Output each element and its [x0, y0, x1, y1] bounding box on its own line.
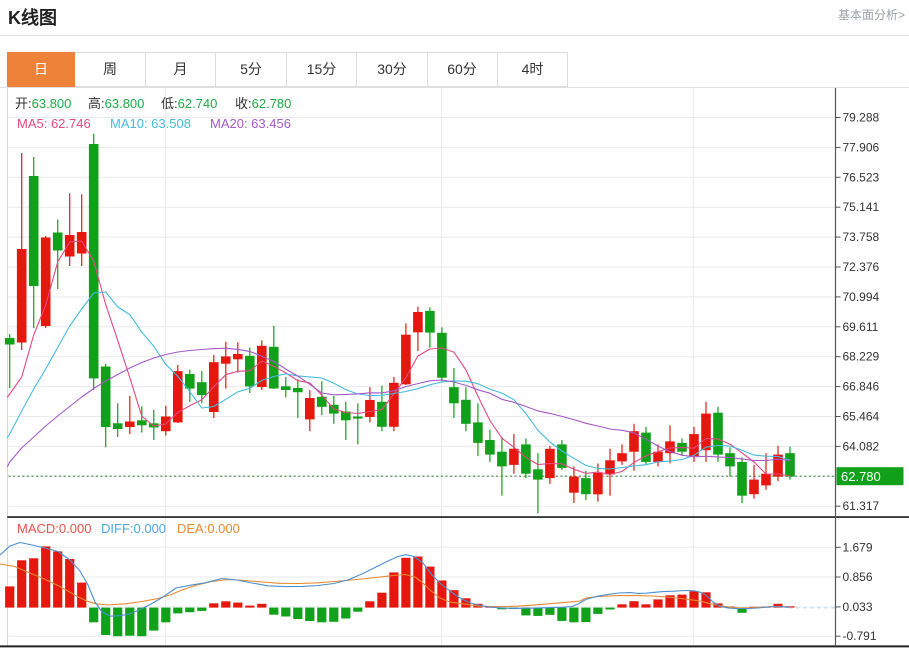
svg-text:72.376: 72.376: [843, 260, 880, 274]
svg-text:DEA:0.000: DEA:0.000: [177, 521, 240, 536]
svg-text:DIFF:0.000: DIFF:0.000: [101, 521, 166, 536]
svg-text:MACD:0.000: MACD:0.000: [17, 521, 91, 536]
svg-text:高:63.800: 高:63.800: [88, 96, 144, 111]
svg-text:收:62.780: 收:62.780: [235, 96, 291, 111]
svg-text:MA5: 62.746: MA5: 62.746: [17, 116, 91, 131]
svg-text:68.229: 68.229: [843, 350, 880, 364]
svg-text:1.679: 1.679: [843, 540, 873, 554]
svg-text:MA10: 63.508: MA10: 63.508: [110, 116, 191, 131]
svg-text:65.464: 65.464: [843, 410, 880, 424]
svg-text:0.033: 0.033: [843, 600, 873, 614]
svg-text:MA20: 63.456: MA20: 63.456: [210, 116, 291, 131]
svg-text:64.082: 64.082: [843, 439, 880, 453]
svg-text:70.994: 70.994: [843, 290, 880, 304]
svg-text:76.523: 76.523: [843, 170, 880, 184]
svg-text:73.758: 73.758: [843, 230, 880, 244]
svg-text:77.906: 77.906: [843, 140, 880, 154]
svg-text:开:63.800: 开:63.800: [15, 96, 71, 111]
svg-text:79.288: 79.288: [843, 111, 880, 125]
svg-text:61.317: 61.317: [843, 499, 880, 513]
svg-text:-0.791: -0.791: [843, 629, 877, 643]
svg-text:75.141: 75.141: [843, 200, 880, 214]
svg-text:66.846: 66.846: [843, 380, 880, 394]
svg-text:低:62.740: 低:62.740: [161, 96, 217, 111]
svg-text:0.856: 0.856: [843, 570, 873, 584]
svg-text:62.780: 62.780: [841, 469, 881, 484]
svg-text:69.611: 69.611: [843, 320, 879, 334]
